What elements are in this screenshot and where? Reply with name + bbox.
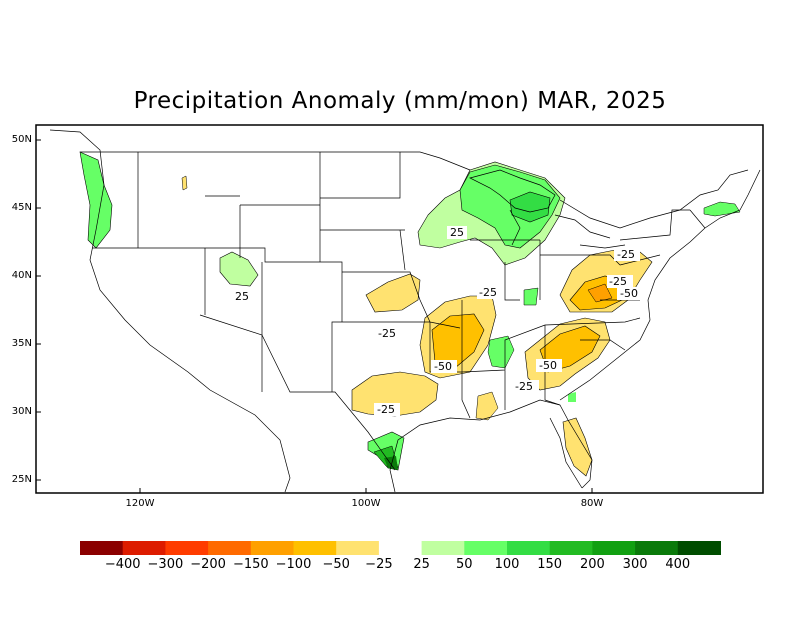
legend-swatch — [336, 541, 380, 555]
great-lakes-outline — [469, 169, 626, 249]
x-tick-label: 80W — [580, 498, 604, 509]
legend-swatch — [592, 541, 636, 555]
mexico-border — [199, 314, 396, 471]
contour-label: -25 — [377, 403, 395, 416]
contour-label: -50 — [620, 287, 638, 300]
legend-label: 150 — [537, 557, 563, 572]
legend-label: 25 — [413, 557, 430, 572]
legend-label: 200 — [579, 557, 605, 572]
legend-label: 100 — [494, 557, 520, 572]
y-tick-label: 30N — [11, 406, 32, 417]
contour-label: -25 — [378, 327, 396, 340]
legend-label: −100 — [275, 557, 312, 572]
contour-label: -50 — [434, 360, 452, 373]
legend-label: 400 — [665, 557, 691, 572]
legend-swatch — [122, 541, 166, 555]
y-tick-label: 50N — [11, 134, 32, 145]
map-title: Precipitation Anomaly (mm/mon) MAR, 2025 — [133, 88, 667, 114]
contour-label: -50 — [539, 359, 557, 372]
contour-labels: 25 25 -25 -25 -50 -25 -25 -50 -25 -50 -2… — [232, 226, 643, 416]
y-tick-label: 35N — [11, 338, 32, 349]
legend-swatch — [549, 541, 593, 555]
x-tick-label: 100W — [351, 498, 381, 509]
contour-label: 25 — [450, 226, 464, 239]
contour-label: 25 — [235, 290, 249, 303]
dry-region-florida — [562, 417, 593, 477]
legend-label: −150 — [232, 557, 269, 572]
legend-label: −50 — [322, 557, 350, 572]
contour-label: -25 — [515, 380, 533, 393]
map-frame — [35, 124, 764, 494]
legend-label: 50 — [456, 557, 473, 572]
green-region-utah — [219, 251, 259, 287]
x-tick-label: 120W — [125, 498, 155, 509]
us-coastline — [49, 129, 761, 493]
legend-swatch — [208, 541, 252, 555]
legend-swatch — [421, 541, 465, 555]
legend-swatch — [250, 541, 294, 555]
legend-swatch — [80, 541, 124, 555]
dry-region-texas — [351, 371, 439, 417]
legend-swatch — [165, 541, 209, 555]
contour-label: -25 — [617, 248, 635, 261]
legend-label: −400 — [104, 557, 141, 572]
y-tick-label: 40N — [11, 270, 32, 281]
y-tick-label: 25N — [11, 474, 32, 485]
legend-swatch — [464, 541, 508, 555]
contour-label: -25 — [609, 275, 627, 288]
legend-label: −200 — [190, 557, 226, 572]
dry-region-kansas — [365, 273, 421, 313]
legend-label: 300 — [622, 557, 648, 572]
y-tick-label: 45N — [11, 202, 32, 213]
legend-swatch — [677, 541, 721, 555]
legend-swatch — [635, 541, 679, 555]
boundaries — [49, 129, 761, 493]
legend-label: −300 — [147, 557, 184, 572]
legend-swatch — [293, 541, 337, 555]
legend-label: −25 — [365, 557, 393, 572]
legend-swatch — [507, 541, 551, 555]
legend-swatch — [378, 541, 423, 555]
contour-label: -25 — [479, 286, 497, 299]
